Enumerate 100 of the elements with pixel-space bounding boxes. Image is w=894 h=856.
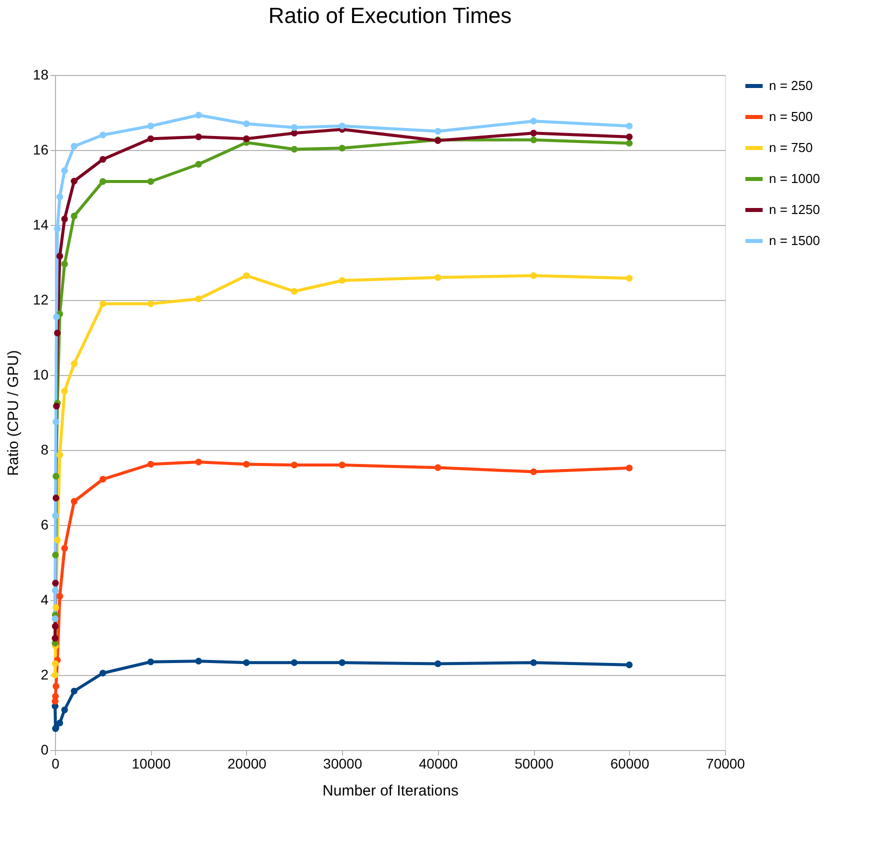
point [147, 122, 154, 130]
point [61, 167, 68, 174]
point [56, 452, 64, 458]
point [52, 660, 59, 668]
point [338, 144, 346, 152]
x-tick-label: 0 [52, 756, 60, 772]
point [290, 130, 298, 136]
point [434, 464, 442, 471]
point [52, 604, 60, 611]
point [338, 122, 346, 130]
point [52, 552, 59, 558]
point [626, 140, 633, 147]
point [195, 296, 202, 302]
point [52, 615, 58, 622]
point [54, 536, 61, 544]
point [52, 634, 58, 642]
point [52, 682, 60, 690]
legend-label: n = 1000 [769, 171, 820, 186]
point [530, 130, 537, 136]
point [56, 194, 64, 200]
point [61, 544, 68, 552]
point [147, 178, 154, 185]
point [243, 460, 250, 468]
legend-label: n = 750 [769, 140, 813, 155]
legend-label: n = 1250 [769, 202, 820, 217]
point [52, 472, 60, 480]
point [61, 706, 68, 714]
point [626, 134, 633, 140]
legend-label: n = 500 [769, 109, 813, 124]
point [53, 402, 60, 410]
x-tick-label: 50000 [514, 756, 554, 772]
point [100, 178, 106, 185]
x-tick-label: 20000 [227, 756, 267, 772]
point [626, 122, 633, 130]
y-tick-label: 14 [32, 216, 49, 232]
point [195, 134, 202, 140]
point [56, 252, 64, 260]
point [70, 142, 78, 150]
point [56, 592, 64, 600]
point [100, 476, 106, 483]
point [61, 260, 68, 268]
point [70, 360, 78, 368]
point [626, 464, 633, 472]
point [530, 272, 537, 279]
point [147, 460, 154, 468]
point [195, 458, 202, 466]
point [147, 135, 154, 142]
y-tick-label: 12 [32, 292, 49, 308]
point [70, 212, 78, 220]
point [243, 120, 250, 128]
chart-title: Ratio of Execution Times [268, 3, 512, 28]
point [61, 216, 68, 222]
point [147, 658, 154, 666]
point [52, 693, 59, 700]
point [52, 494, 60, 502]
point [434, 660, 442, 668]
point [243, 272, 250, 279]
point [290, 146, 298, 153]
point [290, 288, 298, 295]
x-axis-title: Number of Iterations [322, 782, 458, 800]
legend-label: n = 1500 [769, 233, 820, 248]
point [70, 498, 78, 505]
point [290, 124, 298, 131]
y-tick-label: 16 [32, 142, 49, 158]
point [52, 418, 60, 426]
x-tick-label: 70000 [706, 756, 746, 772]
point [100, 670, 106, 676]
y-tick-label: 18 [32, 66, 49, 82]
point [195, 112, 202, 118]
point [100, 132, 106, 138]
point [52, 580, 59, 586]
point [52, 587, 59, 594]
point [338, 462, 346, 468]
point [530, 468, 537, 476]
point [195, 160, 202, 168]
point [243, 135, 250, 142]
point [434, 128, 442, 135]
x-tick-label: 30000 [323, 756, 362, 772]
point [530, 136, 537, 144]
y-tick-label: 0 [40, 742, 49, 758]
point [626, 662, 633, 668]
point [195, 658, 202, 664]
y-tick-label: 4 [40, 592, 49, 608]
point [338, 277, 346, 284]
x-tick-label: 10000 [132, 756, 171, 772]
point [52, 512, 59, 519]
point [52, 622, 59, 630]
x-tick-label: 60000 [610, 756, 650, 772]
point [100, 300, 106, 308]
point [70, 178, 78, 184]
y-tick-label: 6 [40, 516, 49, 532]
point [100, 156, 106, 163]
y-axis-title: Ratio (CPU / GPU) [4, 350, 22, 476]
point [243, 659, 250, 666]
point [61, 388, 68, 394]
point [530, 659, 537, 666]
point [338, 659, 346, 666]
point [53, 314, 60, 320]
x-tick-label: 40000 [418, 756, 458, 772]
point [434, 274, 442, 281]
